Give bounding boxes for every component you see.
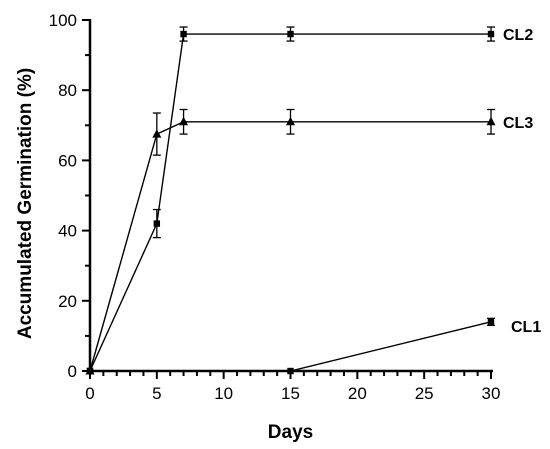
x-tick-label: 20 bbox=[348, 384, 367, 403]
y-tick-label: 40 bbox=[58, 222, 77, 241]
x-tick-label: 15 bbox=[281, 384, 300, 403]
square-marker bbox=[487, 30, 495, 38]
square-marker bbox=[180, 30, 187, 38]
square-marker bbox=[287, 367, 294, 375]
series-cl2: CL2 bbox=[86, 26, 533, 375]
x-tick-label: 0 bbox=[85, 384, 94, 403]
triangle-marker bbox=[152, 129, 162, 138]
x-tick-label: 10 bbox=[214, 384, 233, 403]
triangle-marker bbox=[286, 116, 295, 126]
square-marker bbox=[86, 367, 94, 375]
triangle-marker bbox=[486, 116, 496, 126]
series-line bbox=[90, 321, 492, 372]
triangle-marker bbox=[179, 116, 189, 126]
square-marker bbox=[153, 220, 161, 227]
square-marker bbox=[287, 30, 294, 38]
x-tick-label: 5 bbox=[152, 384, 161, 403]
x-tick-label: 25 bbox=[415, 384, 434, 403]
y-axis-title: Accumulated Germination (%) bbox=[15, 68, 36, 339]
y-tick-label: 100 bbox=[49, 11, 77, 30]
series-label: CL3 bbox=[503, 115, 533, 132]
x-axis-title: Days bbox=[268, 422, 313, 443]
square-marker bbox=[487, 318, 495, 326]
y-tick-label: 80 bbox=[58, 81, 77, 100]
series-cl1: CL1 bbox=[86, 317, 541, 375]
series-label: CL2 bbox=[503, 27, 533, 44]
series-cl3: CL3 bbox=[85, 108, 533, 375]
y-tick-label: 0 bbox=[68, 362, 77, 381]
x-tick-label: 30 bbox=[482, 384, 501, 403]
y-tick-label: 20 bbox=[58, 292, 77, 311]
axes: 0 5 10 15 20 25 30 0 20 40 60 80 100 bbox=[49, 11, 501, 403]
series-line bbox=[89, 121, 491, 372]
series-line bbox=[89, 33, 491, 372]
series-label: CL1 bbox=[511, 319, 541, 336]
y-tick-label: 60 bbox=[58, 151, 77, 170]
series-layer: CL2 CL3 CL1 bbox=[85, 26, 541, 375]
